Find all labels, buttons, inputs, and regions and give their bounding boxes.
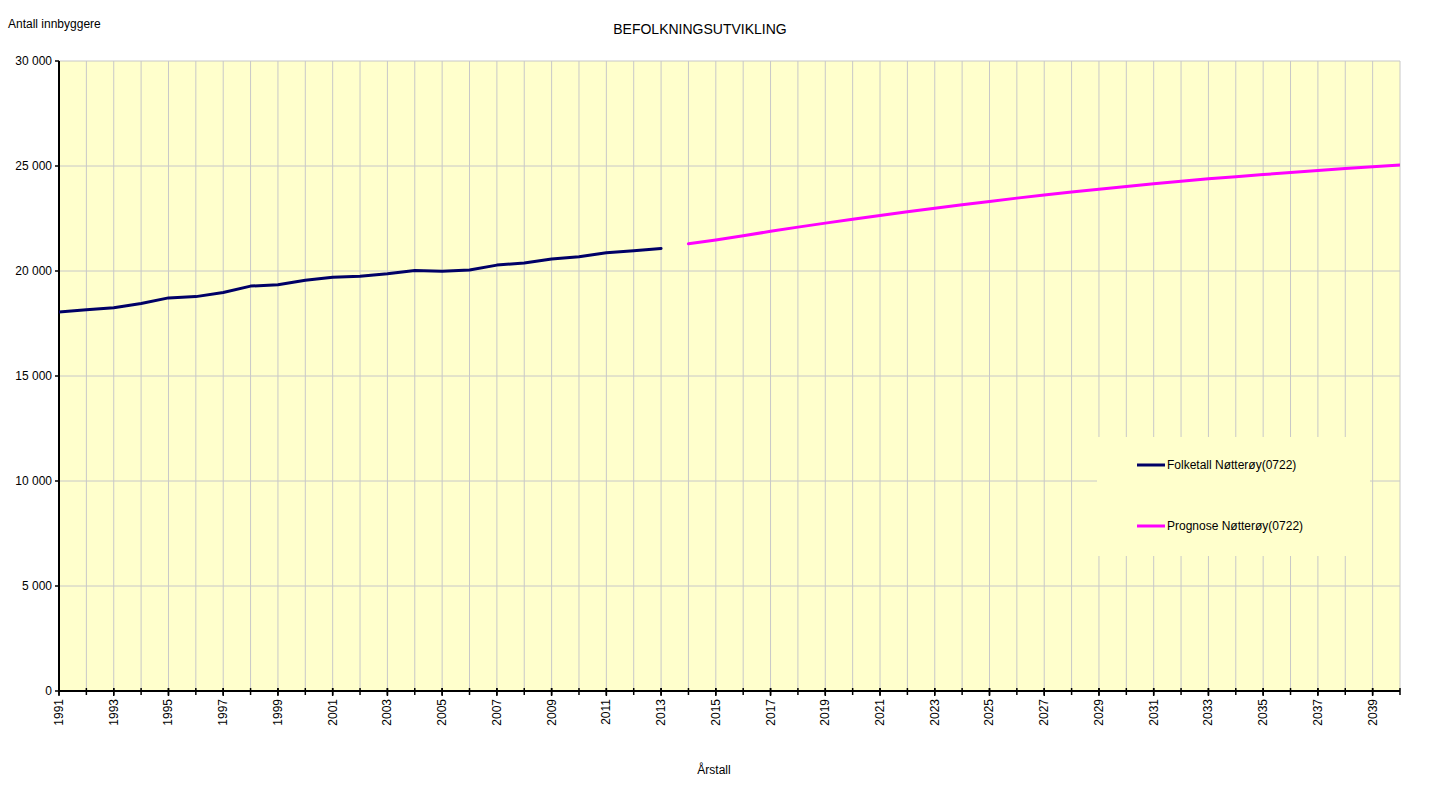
y-tick-label: 30 000 xyxy=(15,54,52,68)
chart-title: BEFOLKNINGSUTVIKLING xyxy=(613,21,786,37)
y-grid-line xyxy=(59,271,1400,272)
y-tick-label: 10 000 xyxy=(15,474,52,488)
y-axis xyxy=(58,61,60,691)
y-tick-label: 20 000 xyxy=(15,264,52,278)
y-tick-label: 25 000 xyxy=(15,159,52,173)
x-tick-label: 2017 xyxy=(764,699,778,726)
x-tick-label: 2019 xyxy=(818,699,832,726)
x-tick-label: 1993 xyxy=(107,699,121,726)
series-line xyxy=(688,165,1400,244)
legend-label: Folketall Nøtterøy(0722) xyxy=(1167,458,1296,472)
plot-background xyxy=(59,61,1400,691)
series-line xyxy=(59,249,661,312)
x-tick-label: 2005 xyxy=(435,699,449,726)
y-tick-label: 15 000 xyxy=(15,369,52,383)
x-tick-label: 1991 xyxy=(52,699,66,726)
x-tick-label: 1995 xyxy=(161,699,175,726)
legend-swatch xyxy=(1137,525,1165,528)
x-tick-label: 1997 xyxy=(216,699,230,726)
y-grid-line xyxy=(59,376,1400,377)
chart: 0 5 000 10 000 15 000 20 000 25 000 30 000 1991… xyxy=(0,0,1429,788)
x-tick-label: 2025 xyxy=(982,699,996,726)
x-tick-label: 2003 xyxy=(380,699,394,726)
series-group xyxy=(59,165,1400,312)
x-tick-label: 2011 xyxy=(599,699,613,725)
y-tick-label: 5 000 xyxy=(22,579,52,593)
x-tick-label: 2021 xyxy=(873,699,887,726)
x-tick-label: 2013 xyxy=(654,699,668,726)
x-tick-label: 2029 xyxy=(1092,699,1106,726)
x-tick-label: 2007 xyxy=(490,699,504,726)
x-tick-label: 2009 xyxy=(545,699,559,726)
x-tick-label: 2033 xyxy=(1201,699,1215,726)
y-tick-label: 0 xyxy=(45,684,52,698)
x-tick-label: 1999 xyxy=(271,699,285,726)
x-tick-label: 2001 xyxy=(326,699,340,726)
y-axis-label: Antall innbyggere xyxy=(8,17,101,31)
legend-label: Prognose Nøtterøy(0722) xyxy=(1167,519,1303,533)
x-tick-label: 2015 xyxy=(709,699,723,726)
legend-swatch xyxy=(1137,464,1165,467)
y-grid-line xyxy=(59,166,1400,167)
x-axis-label: Årstall xyxy=(697,762,730,777)
y-grid-line xyxy=(59,61,1400,62)
legend-box xyxy=(1097,437,1370,556)
x-tick-label: 2031 xyxy=(1147,699,1161,726)
x-tick-label: 2023 xyxy=(928,699,942,726)
x-axis xyxy=(59,690,1400,692)
x-tick-label: 2027 xyxy=(1037,699,1051,726)
x-tick-label: 2039 xyxy=(1366,699,1380,726)
x-tick-label: 2035 xyxy=(1256,699,1270,726)
y-grid-line xyxy=(59,586,1400,587)
x-tick-label: 2037 xyxy=(1311,699,1325,726)
